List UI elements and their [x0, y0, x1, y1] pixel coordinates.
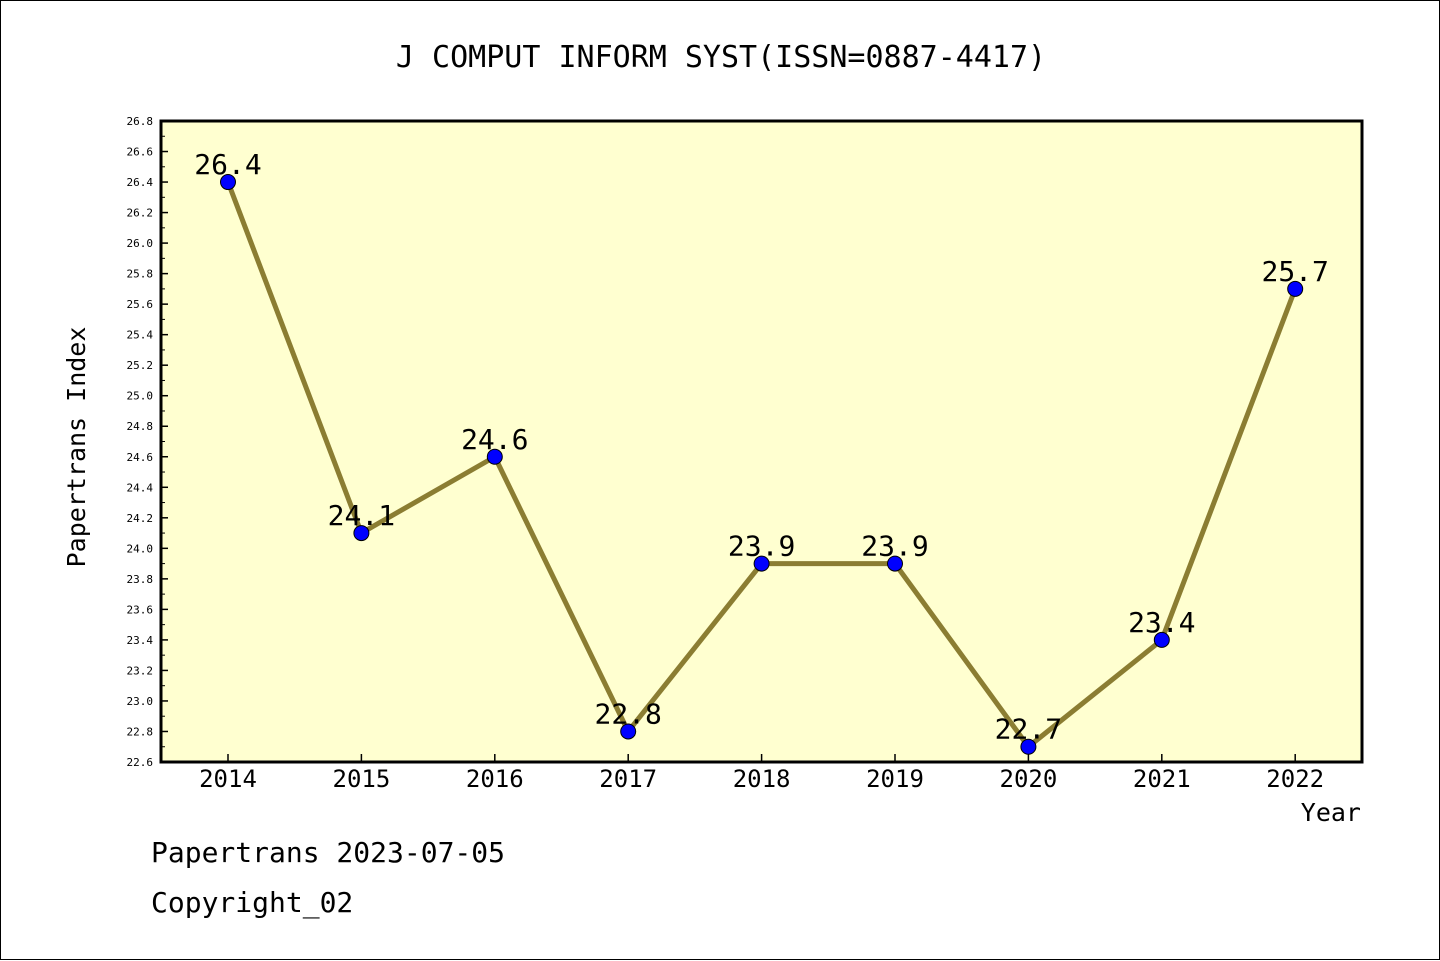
data-label: 22.8 — [594, 697, 661, 730]
y-tick-label: 26.4 — [127, 176, 154, 189]
data-label: 25.7 — [1261, 255, 1328, 288]
x-tick-label: 2021 — [1133, 765, 1191, 793]
y-tick-label: 24.0 — [127, 542, 154, 555]
y-tick-label: 23.0 — [127, 695, 154, 708]
x-axis-label: Year — [1301, 798, 1361, 827]
y-axis-label: Papertrans Index — [62, 327, 91, 568]
data-point — [1153, 631, 1170, 648]
chart-title: J COMPUT INFORM SYST(ISSN=0887-4417) — [396, 40, 1046, 75]
data-label: 24.1 — [328, 499, 395, 532]
x-tick-label: 2015 — [333, 765, 391, 793]
series-markers — [220, 174, 1304, 755]
x-tick-label: 2020 — [1000, 765, 1058, 793]
y-tick-label: 25.6 — [127, 298, 154, 311]
x-tick-label: 2016 — [466, 765, 524, 793]
y-tick-label: 22.6 — [127, 756, 154, 769]
y-tick-label: 23.8 — [127, 573, 154, 586]
y-tick-label: 25.0 — [127, 390, 154, 403]
y-tick-label: 25.4 — [127, 329, 154, 342]
data-point — [353, 525, 370, 542]
data-labels: 26.4 24.1 24.6 22.8 23.9 23.9 22.7 23.4 25.7 — [194, 148, 1329, 746]
plot-area — [159, 119, 1364, 764]
data-label: 23.4 — [1128, 606, 1195, 639]
footer-copyright: Copyright_02 — [151, 886, 354, 919]
data-point — [1020, 738, 1037, 755]
x-tick-label: 2018 — [733, 765, 791, 793]
y-tick-label: 24.2 — [127, 512, 154, 525]
y-tick-label: 26.6 — [127, 146, 154, 159]
y-axis: 22.6 22.8 23.0 23.2 23.4 23.6 23.8 24.0 24.2 24.4… — [127, 115, 168, 769]
y-tick-label: 24.4 — [127, 481, 154, 494]
data-label: 24.6 — [461, 423, 528, 456]
y-tick-label: 25.8 — [127, 268, 154, 281]
x-tick-label: 2022 — [1266, 765, 1324, 793]
y-tick-label: 23.2 — [127, 664, 154, 677]
data-label: 23.9 — [861, 530, 928, 563]
x-tick-label: 2017 — [599, 765, 657, 793]
data-point — [1287, 280, 1304, 297]
x-tick-label: 2014 — [199, 765, 257, 793]
y-tick-label: 26.8 — [127, 115, 154, 128]
y-tick-label: 26.2 — [127, 207, 154, 220]
y-tick-label: 26.0 — [127, 237, 154, 250]
y-tick-label: 23.4 — [127, 634, 154, 647]
y-tick-label: 23.6 — [127, 603, 154, 616]
data-point — [753, 555, 770, 572]
data-label: 26.4 — [194, 148, 261, 181]
footer-date: Papertrans 2023-07-05 — [151, 836, 506, 869]
data-point — [887, 555, 903, 572]
data-label: 22.7 — [995, 713, 1062, 746]
x-axis: 2014 2015 2016 2017 2018 2019 2020 2021 2022 — [199, 754, 1324, 793]
y-tick-label: 22.8 — [127, 725, 154, 738]
data-point — [486, 448, 503, 465]
y-tick-label: 24.8 — [127, 420, 154, 433]
data-label: 23.9 — [728, 530, 795, 563]
data-point — [620, 723, 637, 740]
x-tick-label: 2019 — [866, 765, 924, 793]
y-tick-label: 25.2 — [127, 359, 154, 372]
y-tick-label: 24.6 — [127, 451, 154, 464]
data-point — [220, 174, 236, 191]
